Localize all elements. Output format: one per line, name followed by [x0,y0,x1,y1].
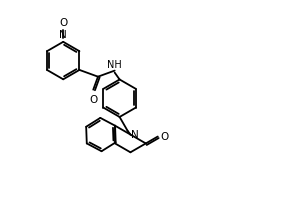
Text: N: N [59,30,67,40]
Text: O: O [89,95,98,105]
Text: N: N [131,130,139,140]
Text: O: O [161,132,169,142]
Text: O: O [59,18,67,28]
Text: NH: NH [107,60,122,70]
